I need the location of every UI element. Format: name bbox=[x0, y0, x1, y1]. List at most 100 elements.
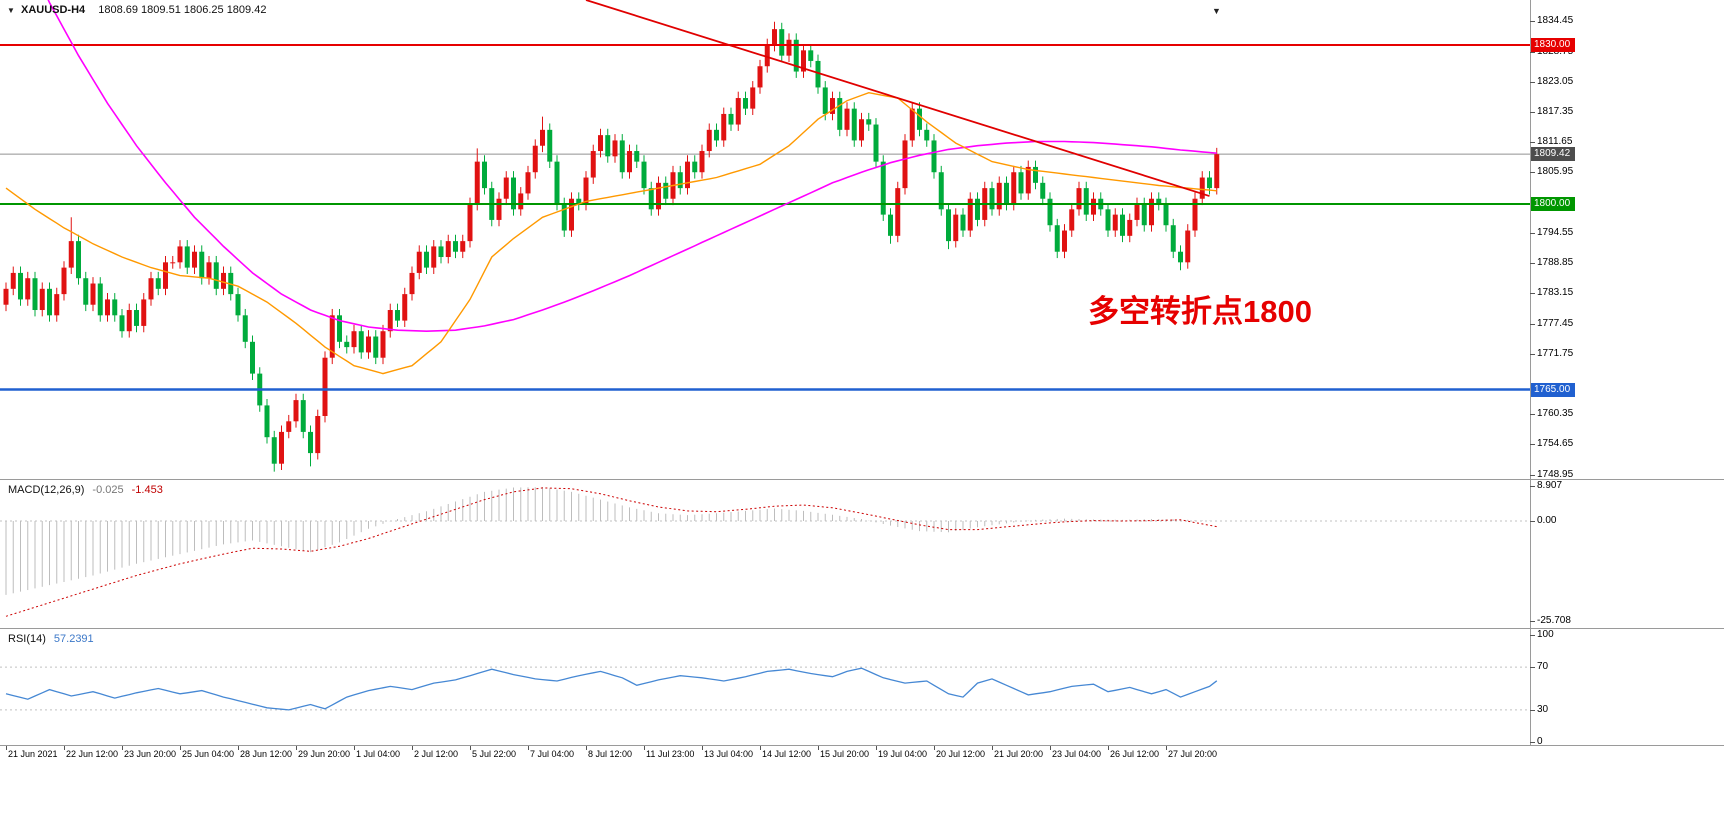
descending-trendline[interactable] bbox=[585, 0, 1210, 197]
time-axis-label: 20 Jul 12:00 bbox=[936, 749, 986, 759]
candle-body bbox=[308, 431, 313, 454]
candle-body bbox=[1199, 177, 1205, 199]
time-axis-tick bbox=[528, 746, 529, 750]
price-badge-1830.00: 1830.00 bbox=[1531, 38, 1576, 53]
candle-body bbox=[525, 172, 531, 194]
candle-body bbox=[648, 188, 654, 210]
time-axis-tick bbox=[818, 746, 819, 750]
time-axis-label: 14 Jul 12:00 bbox=[762, 749, 812, 759]
time-axis-label: 29 Jun 20:00 bbox=[298, 749, 351, 759]
candle-body bbox=[764, 45, 770, 67]
candle-body bbox=[68, 241, 74, 268]
candle-body bbox=[286, 421, 292, 432]
candle-body bbox=[1076, 188, 1082, 210]
time-axis-label: 13 Jul 04:00 bbox=[704, 749, 754, 759]
time-axis-tick bbox=[934, 746, 935, 750]
candle-body bbox=[293, 400, 299, 422]
price-badge-1809.42: 1809.42 bbox=[1531, 147, 1576, 162]
candle-body bbox=[83, 278, 89, 305]
candle-body bbox=[242, 315, 248, 342]
bar-shift-marker-icon[interactable]: ▼ bbox=[1212, 6, 1221, 16]
panel-separator[interactable] bbox=[0, 479, 1724, 480]
candle-body bbox=[279, 431, 284, 464]
candle-body bbox=[757, 66, 763, 88]
candle-body bbox=[1054, 225, 1060, 252]
candle-body bbox=[112, 299, 118, 316]
candle-body bbox=[1047, 198, 1053, 226]
time-axis-tick bbox=[760, 746, 761, 750]
macd-indicator-chart[interactable] bbox=[0, 480, 1530, 628]
candle-body bbox=[1105, 209, 1111, 231]
time-axis-tick bbox=[470, 746, 471, 750]
candle-body bbox=[32, 278, 38, 311]
candle-body bbox=[888, 214, 893, 236]
price-axis-label: 1805.95 bbox=[1537, 166, 1574, 178]
candle-body bbox=[605, 135, 611, 157]
candle-body bbox=[148, 278, 154, 300]
time-axis-label: 23 Jul 04:00 bbox=[1052, 749, 1102, 759]
time-axis-tick bbox=[122, 746, 123, 750]
candle-body bbox=[1033, 166, 1038, 183]
candle-body bbox=[511, 177, 516, 210]
candle-body bbox=[1156, 198, 1162, 205]
price-axis-tick bbox=[1530, 444, 1535, 446]
candle-body bbox=[837, 98, 843, 130]
price-axis-tick bbox=[1530, 21, 1535, 23]
candle-body bbox=[576, 198, 582, 205]
chart-annotation-text[interactable]: 多空转折点1800 bbox=[1088, 294, 1312, 329]
panel-separator[interactable] bbox=[0, 628, 1724, 629]
candle-body bbox=[859, 119, 864, 141]
time-axis-label: 22 Jun 12:00 bbox=[66, 749, 119, 759]
candle-body bbox=[634, 151, 640, 162]
candle-body bbox=[1069, 209, 1075, 231]
candle-body bbox=[793, 39, 799, 72]
macd-panel-label: MACD(12,26,9) -0.025 -1.453 bbox=[8, 484, 163, 496]
candle-body bbox=[938, 172, 944, 210]
candle-body bbox=[1185, 230, 1191, 263]
price-axis-label: 1754.65 bbox=[1537, 438, 1574, 450]
candle-body bbox=[743, 98, 748, 109]
time-axis-separator bbox=[0, 745, 1724, 746]
candle-body bbox=[358, 331, 364, 353]
candle-body bbox=[163, 262, 168, 289]
time-axis-tick bbox=[702, 746, 703, 750]
candle-body bbox=[699, 151, 705, 173]
candle-body bbox=[61, 267, 67, 295]
candle-body bbox=[155, 278, 161, 289]
candle-body bbox=[431, 246, 437, 268]
time-axis-label: 25 Jun 04:00 bbox=[182, 749, 235, 759]
candle-body bbox=[590, 151, 596, 178]
candle-body bbox=[612, 140, 618, 157]
candle-body bbox=[1141, 204, 1147, 226]
candle-body bbox=[503, 177, 509, 199]
candle-body bbox=[656, 182, 661, 210]
candle-body bbox=[583, 177, 589, 205]
candle-body bbox=[851, 108, 857, 141]
rsi-axis-tick bbox=[1530, 742, 1535, 743]
rsi-axis-label: 0 bbox=[1537, 736, 1543, 747]
candle-body bbox=[598, 135, 603, 152]
candle-body bbox=[250, 341, 255, 374]
price-axis-label: 1794.55 bbox=[1537, 226, 1574, 238]
macd-axis-label: 8.907 bbox=[1537, 480, 1563, 492]
candle-body bbox=[975, 198, 980, 220]
rsi-axis-tick bbox=[1530, 709, 1535, 711]
chart-dropdown-icon[interactable]: ▼ bbox=[7, 6, 15, 15]
candle-body bbox=[300, 400, 306, 432]
main-price-chart[interactable] bbox=[0, 0, 1530, 479]
candle-body bbox=[801, 50, 806, 72]
candle-body bbox=[373, 336, 379, 358]
candle-body bbox=[264, 405, 270, 438]
candle-body bbox=[866, 119, 872, 125]
candle-body bbox=[779, 29, 785, 56]
candle-body bbox=[474, 161, 480, 205]
candle-body bbox=[569, 198, 574, 231]
candle-body bbox=[627, 151, 632, 173]
candle-body bbox=[438, 246, 444, 258]
rsi-indicator-chart[interactable] bbox=[0, 629, 1530, 745]
price-axis-label: 1811.65 bbox=[1537, 136, 1573, 148]
candle-body bbox=[1120, 214, 1125, 236]
time-axis-tick bbox=[1050, 746, 1051, 750]
candle-body bbox=[184, 246, 190, 268]
candle-body bbox=[3, 288, 9, 305]
